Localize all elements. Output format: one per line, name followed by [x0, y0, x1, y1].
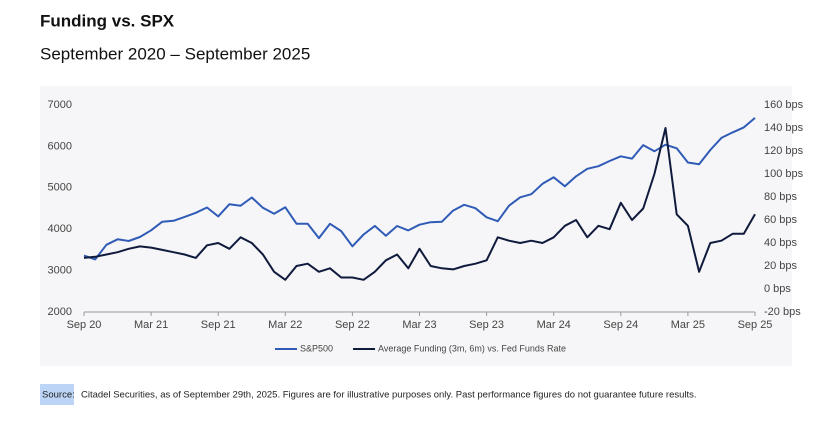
- x-tick-label: Sep 20: [67, 319, 102, 331]
- source-highlight: [40, 384, 74, 405]
- source-text: Citadel Securities, as of September 29th…: [81, 390, 697, 401]
- y2-tick-label: 40 bps: [764, 237, 798, 249]
- y2-tick-label: 120 bps: [764, 145, 804, 157]
- x-tick-label: Sep 23: [469, 319, 504, 331]
- legend-label: Average Funding (3m, 6m) vs. Fed Funds R…: [378, 343, 566, 353]
- y2-tick-label: 20 bps: [764, 260, 798, 272]
- y-tick-label: 6000: [48, 140, 72, 152]
- y2-tick-label: 160 bps: [764, 99, 804, 111]
- y2-tick-label: 100 bps: [764, 168, 804, 180]
- y2-tick-label: -20 bps: [764, 306, 801, 318]
- y-tick-label: 3000: [48, 265, 72, 277]
- y2-tick-label: 80 bps: [764, 191, 798, 203]
- chart-title: Funding vs. SPX: [40, 11, 175, 30]
- x-tick-label: Mar 23: [402, 319, 436, 331]
- series-line: [83, 127, 756, 281]
- y2-tick-label: 140 bps: [764, 122, 804, 134]
- legend-label: S&P500: [300, 343, 333, 353]
- x-tick-label: Mar 24: [537, 319, 571, 331]
- x-tick-label: Mar 25: [671, 319, 705, 331]
- x-tick-label: Sep 24: [603, 319, 638, 331]
- y2-tick-label: 60 bps: [764, 214, 798, 226]
- source-label: Source:: [42, 390, 75, 401]
- series-line: [83, 117, 756, 261]
- chart-subtitle: September 2020 – September 2025: [40, 44, 310, 63]
- x-tick-label: Mar 21: [134, 319, 168, 331]
- y2-tick-label: 0 bps: [764, 283, 791, 295]
- y-tick-label: 2000: [48, 306, 72, 318]
- x-tick-label: Sep 25: [738, 319, 773, 331]
- y-tick-label: 4000: [48, 223, 72, 235]
- x-tick-label: Sep 21: [201, 319, 236, 331]
- y-tick-label: 5000: [48, 182, 72, 194]
- x-tick-label: Sep 22: [335, 319, 370, 331]
- y-tick-label: 7000: [48, 99, 72, 111]
- x-tick-label: Mar 22: [268, 319, 302, 331]
